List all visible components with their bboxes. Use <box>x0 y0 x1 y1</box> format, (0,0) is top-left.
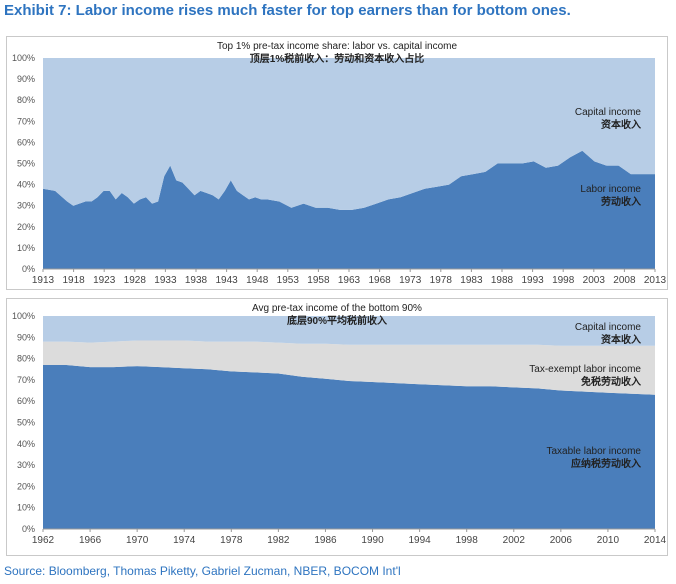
x-tick-label: 1913 <box>32 275 55 286</box>
y-tick-label: 70% <box>17 375 35 385</box>
x-tick-label: 1998 <box>456 535 479 546</box>
y-tick-label: 90% <box>17 332 35 342</box>
top1-share-chart-svg: 0% 10% 20% 30% 40% 50% 60% 70% 80% 90% 100% 1913 191… <box>12 41 667 286</box>
y-tick-label: 90% <box>17 74 35 84</box>
series-label-cn: 资本收入 <box>601 118 641 131</box>
area-taxable-labor-income <box>43 365 655 529</box>
series-label: Tax-exempt labor income <box>529 364 641 375</box>
y-tick-label: 40% <box>17 439 35 449</box>
x-tick-label: 1974 <box>173 535 196 546</box>
x-tick-label: 1994 <box>408 535 431 546</box>
x-tick-label: 1983 <box>460 275 483 286</box>
x-tick-label: 1968 <box>368 275 391 286</box>
x-tick-label: 1982 <box>267 535 290 546</box>
x-tick-label: 1963 <box>338 275 361 286</box>
x-tick-label: 1943 <box>215 275 238 286</box>
x-tick-label: 1953 <box>277 275 300 286</box>
series-label: Capital income <box>575 107 642 118</box>
x-tick-label: 1970 <box>126 535 149 546</box>
series-label-cn: 应纳税劳动收入 <box>571 457 641 470</box>
x-tick-label: 1988 <box>491 275 514 286</box>
series-label: Labor income <box>580 184 641 195</box>
chart-subtitle: 顶层1%税前收入：劳动和资本收入占比 <box>250 52 424 65</box>
exhibit-title: Exhibit 7: Labor income rises much faste… <box>4 2 571 19</box>
y-tick-label: 80% <box>17 354 35 364</box>
y-tick-label: 0% <box>22 264 35 274</box>
x-tick-label: 2014 <box>644 535 667 546</box>
area-capital-income <box>43 58 655 210</box>
x-tick-label: 1918 <box>62 275 85 286</box>
area-tax-exempt-labor-income <box>43 340 655 395</box>
x-tick-label: 2010 <box>597 535 620 546</box>
x-tick-label: 1990 <box>361 535 384 546</box>
x-tick-label: 1948 <box>246 275 269 286</box>
y-tick-label: 20% <box>17 222 35 232</box>
y-tick-label: 50% <box>17 159 35 169</box>
series-label-cn: 免税劳动收入 <box>581 375 641 388</box>
source-note: Source: Bloomberg, Thomas Piketty, Gabri… <box>4 564 401 578</box>
bottom90-income-chart-svg: 0% 10% 20% 30% 40% 50% 60% 70% 80% 90% 100% 1962 196… <box>12 303 667 546</box>
top1-share-chart: 0% 10% 20% 30% 40% 50% 60% 70% 80% 90% 100% 1913 191… <box>6 36 668 290</box>
y-tick-label: 20% <box>17 481 35 491</box>
x-tick-label: 2003 <box>583 275 606 286</box>
bottom90-income-chart: 0% 10% 20% 30% 40% 50% 60% 70% 80% 90% 100% 1962 196… <box>6 298 668 556</box>
y-tick-label: 100% <box>12 311 35 321</box>
y-tick-label: 10% <box>17 243 35 253</box>
x-tick-label: 2006 <box>550 535 573 546</box>
y-tick-label: 10% <box>17 503 35 513</box>
x-tick-label: 2013 <box>644 275 667 286</box>
x-tick-label: 1966 <box>79 535 102 546</box>
y-tick-label: 50% <box>17 418 35 428</box>
x-tick-label: 1923 <box>93 275 116 286</box>
chart-title: Avg pre-tax income of the bottom 90% <box>252 303 422 314</box>
series-label-cn: 劳动收入 <box>601 195 641 208</box>
x-tick-label: 1973 <box>399 275 422 286</box>
y-tick-label: 100% <box>12 53 35 63</box>
x-tick-label: 1928 <box>124 275 147 286</box>
x-tick-label: 2008 <box>613 275 636 286</box>
chart-subtitle: 底层90%平均税前收入 <box>287 314 387 327</box>
y-tick-label: 30% <box>17 201 35 211</box>
series-label: Taxable labor income <box>547 446 642 457</box>
series-label: Capital income <box>575 322 642 333</box>
y-tick-label: 40% <box>17 180 35 190</box>
y-tick-label: 30% <box>17 460 35 470</box>
area-capital-income <box>43 316 655 346</box>
x-tick-label: 1933 <box>154 275 177 286</box>
y-tick-label: 60% <box>17 396 35 406</box>
x-tick-label: 1938 <box>185 275 208 286</box>
y-tick-label: 80% <box>17 95 35 105</box>
series-label-cn: 资本收入 <box>601 333 641 346</box>
y-tick-label: 70% <box>17 116 35 126</box>
x-tick-label: 1993 <box>521 275 544 286</box>
x-tick-label: 1986 <box>314 535 337 546</box>
y-tick-label: 60% <box>17 137 35 147</box>
x-tick-label: 2002 <box>503 535 526 546</box>
chart-title: Top 1% pre-tax income share: labor vs. c… <box>217 41 458 52</box>
y-tick-label: 0% <box>22 524 35 534</box>
x-tick-label: 1962 <box>32 535 55 546</box>
x-tick-label: 1978 <box>220 535 243 546</box>
x-tick-label: 1978 <box>430 275 453 286</box>
x-tick-label: 1958 <box>307 275 330 286</box>
x-tick-label: 1998 <box>552 275 575 286</box>
